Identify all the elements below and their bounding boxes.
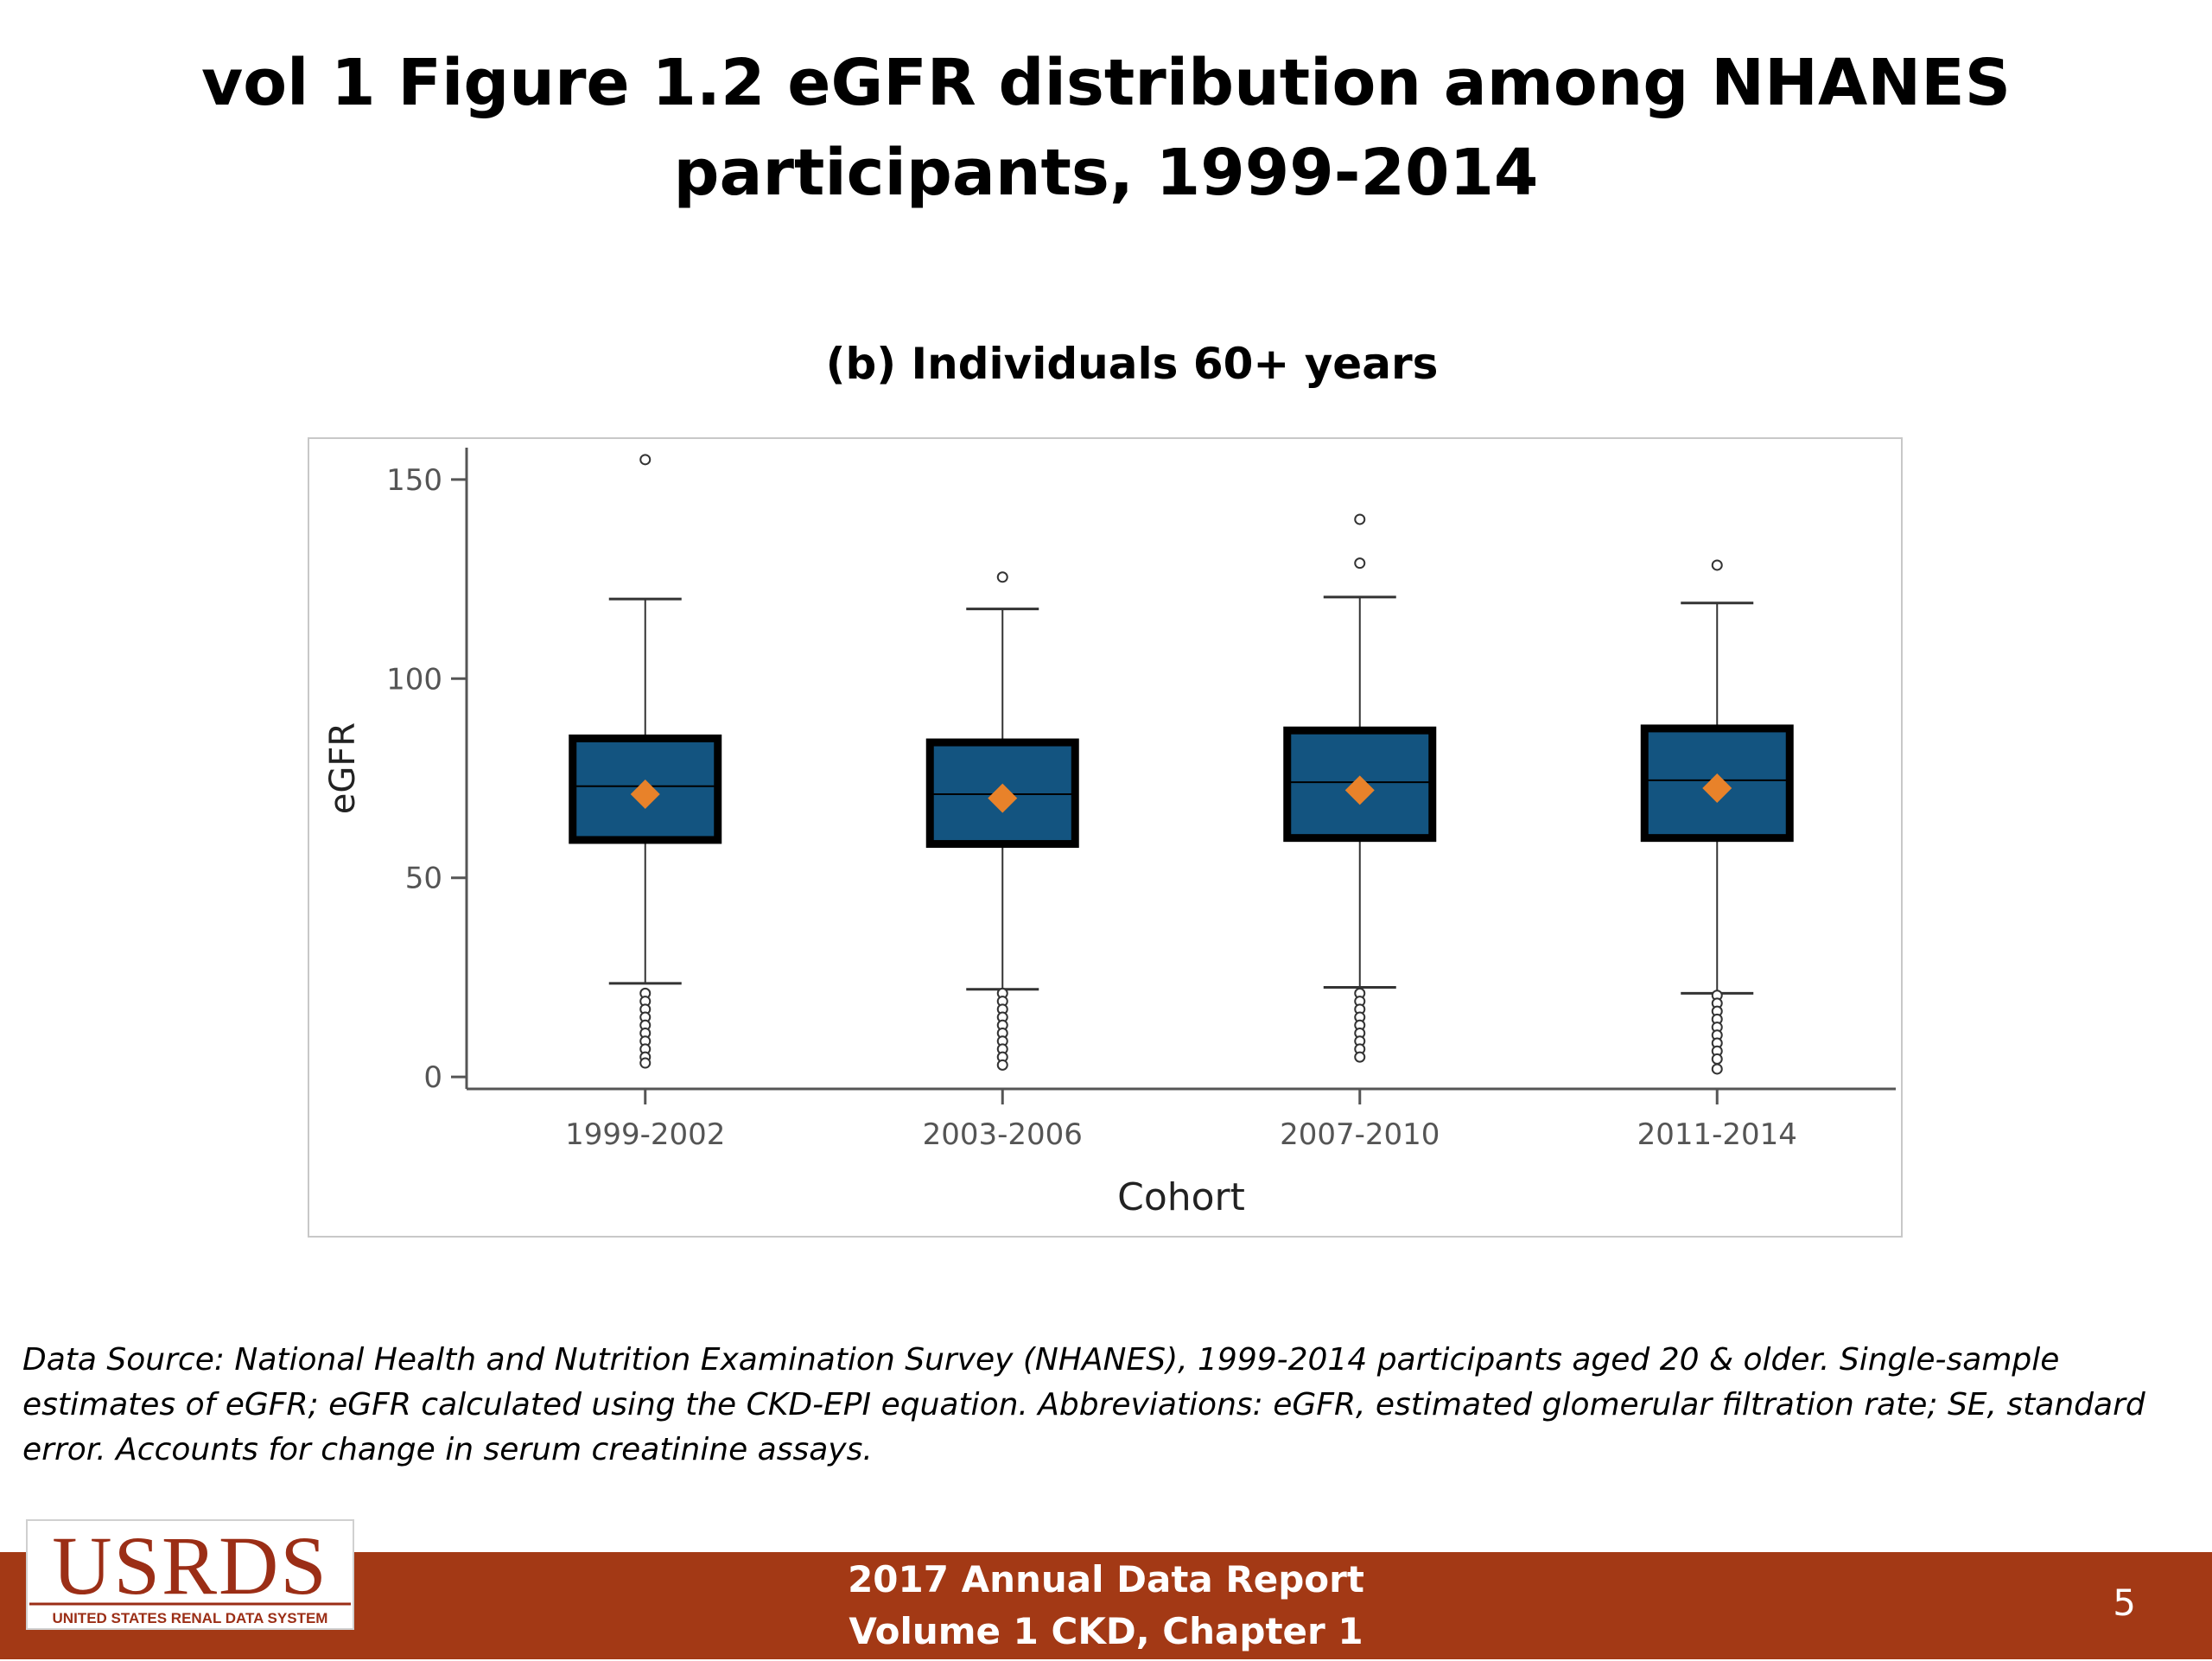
mean-marker	[1344, 775, 1375, 805]
outlier-point	[1711, 559, 1723, 571]
x-tick-label: 2011-2014	[1637, 1117, 1797, 1152]
outlier-point	[1711, 1053, 1723, 1065]
outlier-point	[639, 1057, 652, 1069]
x-tick-label: 2007-2010	[1280, 1117, 1440, 1152]
outlier-point	[1711, 1063, 1723, 1075]
outlier-point	[1354, 557, 1366, 570]
outlier-point	[1354, 1051, 1366, 1063]
svg-text:UNITED STATES RENAL DATA SYSTE: UNITED STATES RENAL DATA SYSTEM	[53, 1610, 328, 1626]
chart-subtitle: (b) Individuals 60+ years	[825, 339, 1439, 389]
y-tick-label: 150	[386, 463, 442, 498]
usrds-logo-image: USRDS UNITED STATES RENAL DATA SYSTEM	[29, 1519, 351, 1626]
mean-marker	[988, 783, 1018, 813]
chart-frame: 0 50 100 150 eGFR Cohort 1999-2002 2003-2006 200…	[308, 437, 1903, 1238]
x-tick-label: 1999-2002	[565, 1117, 725, 1152]
x-axis-label: Cohort	[1117, 1175, 1245, 1219]
y-tick-label: 100	[386, 662, 442, 697]
page-number: 5	[2113, 1581, 2136, 1624]
footer-line-2: Volume 1 CKD, Chapter 1	[849, 1610, 1363, 1652]
y-tick-label: 0	[423, 1060, 442, 1095]
y-axis-label: eGFR	[323, 722, 363, 814]
mean-marker	[630, 779, 660, 809]
outlier-point	[1354, 513, 1366, 525]
mean-marker	[1702, 773, 1732, 804]
x-tick-label: 2003-2006	[923, 1117, 1083, 1152]
slide-title: vol 1 Figure 1.2 eGFR distribution among…	[200, 46, 2012, 210]
boxplot-chart: 0 50 100 150 eGFR Cohort 1999-2002 2003-2006 200…	[323, 448, 1896, 1219]
footer-text: 2017 Annual Data Report Volume 1 CKD, Ch…	[0, 1552, 2212, 1661]
y-tick-label: 50	[405, 862, 442, 896]
outlier-point	[996, 1059, 1008, 1071]
outlier-point	[996, 571, 1008, 583]
usrds-logo: USRDS UNITED STATES RENAL DATA SYSTEM	[26, 1519, 354, 1630]
footer-bar	[0, 1552, 2212, 1659]
svg-text:USRDS: USRDS	[52, 1521, 327, 1612]
footnote: Data Source: National Health and Nutriti…	[22, 1342, 2145, 1467]
outlier-point	[639, 454, 652, 466]
footer-line-1: 2017 Annual Data Report	[848, 1558, 1364, 1601]
